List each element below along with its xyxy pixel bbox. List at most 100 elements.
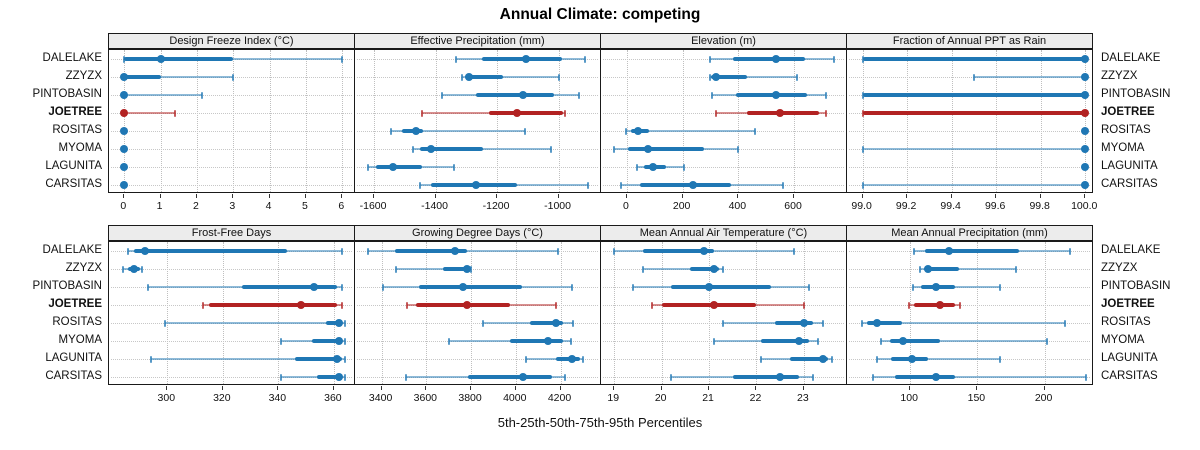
median-dot <box>931 283 940 291</box>
median-dot <box>648 163 657 171</box>
vertical-gridline <box>269 50 271 192</box>
axis-tick <box>496 194 498 198</box>
whisker-cap <box>999 283 1002 291</box>
whisker-cap <box>569 337 572 345</box>
axis-tick <box>232 194 234 198</box>
interquartile-bar <box>124 75 161 79</box>
interquartile-bar <box>443 267 470 271</box>
interquartile-bar <box>475 93 554 97</box>
median-dot <box>771 55 780 63</box>
axis-tick-label: 360 <box>324 392 342 404</box>
interquartile-bar <box>862 111 1086 115</box>
median-dot <box>335 337 344 345</box>
whisker-cap <box>570 283 573 291</box>
site-label-right: PINTOBASIN <box>1101 280 1171 292</box>
percentile-whisker <box>973 76 1086 78</box>
axis-tick <box>906 194 908 198</box>
median-dot <box>945 247 954 255</box>
whisker-cap <box>1063 319 1066 327</box>
median-dot <box>1081 91 1090 99</box>
row-gridline <box>357 268 598 270</box>
whisker-cap <box>795 73 798 81</box>
median-dot <box>388 163 397 171</box>
vertical-gridline <box>626 50 628 192</box>
axis-tick <box>1043 386 1045 390</box>
axis-tick-label: 100.0 <box>1071 200 1098 212</box>
interquartile-bar <box>895 375 955 379</box>
whisker-cap <box>447 337 450 345</box>
site-label-left: LAGUNITA <box>45 352 102 364</box>
whisker-cap <box>793 247 796 255</box>
panel-strip-0-2: Elevation (m) <box>600 33 847 49</box>
axis-tick <box>861 194 863 198</box>
vertical-gridline <box>614 242 616 384</box>
median-dot <box>776 373 785 381</box>
interquartile-bar <box>671 285 771 289</box>
whisker-cap <box>344 337 346 345</box>
percentile-whisker <box>876 358 1001 360</box>
panel-strip-1-1: Growing Degree Days (°C) <box>354 225 601 241</box>
axis-tick-label: 23 <box>797 392 809 404</box>
row-gridline <box>111 148 352 150</box>
percentile-whisker <box>862 184 1086 186</box>
site-label-left: ZZYZX <box>65 70 102 82</box>
whisker-cap <box>344 355 346 363</box>
axis-tick-label: 0 <box>622 200 629 212</box>
site-label-left: JOETREE <box>48 298 102 310</box>
whisker-cap <box>918 265 921 273</box>
interquartile-bar <box>311 339 343 343</box>
whisker-cap <box>907 301 910 309</box>
interquartile-bar <box>375 165 422 169</box>
whisker-cap <box>613 247 616 255</box>
row-gridline <box>357 166 598 168</box>
panel-strip-1-0: Frost-Free Days <box>108 225 355 241</box>
interquartile-bar <box>789 357 828 361</box>
row-gridline <box>111 130 352 132</box>
interquartile-bar <box>489 111 564 115</box>
axis-tick-label: 4200 <box>547 392 572 404</box>
median-dot <box>709 265 718 273</box>
vertical-gridline <box>977 242 979 384</box>
site-label-left: CARSITAS <box>45 178 102 190</box>
site-label-left: MYOMA <box>58 334 102 346</box>
whisker-cap <box>571 319 574 327</box>
axis-tick-label: 5 <box>302 200 308 212</box>
median-dot <box>462 301 471 309</box>
axis-tick <box>470 386 472 390</box>
whisker-cap <box>127 247 130 255</box>
median-dot <box>120 91 129 99</box>
axis-tick <box>195 194 197 198</box>
axis-tick-label: 4 <box>265 200 272 212</box>
median-dot <box>771 91 780 99</box>
whisker-cap <box>861 181 864 189</box>
vertical-gridline <box>951 50 953 192</box>
vertical-gridline <box>558 50 560 192</box>
axis-tick <box>425 386 427 390</box>
median-dot <box>567 355 576 363</box>
axis-tick <box>559 386 561 390</box>
whisker-cap <box>557 247 560 255</box>
interquartile-bar <box>642 249 714 253</box>
median-dot <box>513 109 522 117</box>
interquartile-bar <box>732 57 806 61</box>
percentile-whisker <box>390 130 525 132</box>
whisker-cap <box>202 301 205 309</box>
whisker-cap <box>999 355 1002 363</box>
whisker-cap <box>581 355 584 363</box>
vertical-gridline <box>862 50 864 192</box>
whisker-cap <box>420 109 423 117</box>
vertical-gridline <box>560 242 562 384</box>
whisker-cap <box>710 91 713 99</box>
median-dot <box>705 283 714 291</box>
axis-tick <box>341 194 343 198</box>
axis-tick <box>434 194 436 198</box>
percentile-whisker <box>150 358 345 360</box>
median-dot <box>120 145 129 153</box>
interquartile-bar <box>661 303 757 307</box>
interquartile-bar <box>464 75 504 79</box>
whisker-cap <box>583 55 586 63</box>
median-dot <box>872 319 881 327</box>
median-dot <box>931 373 940 381</box>
median-dot <box>552 319 561 327</box>
whisker-cap <box>381 283 384 291</box>
